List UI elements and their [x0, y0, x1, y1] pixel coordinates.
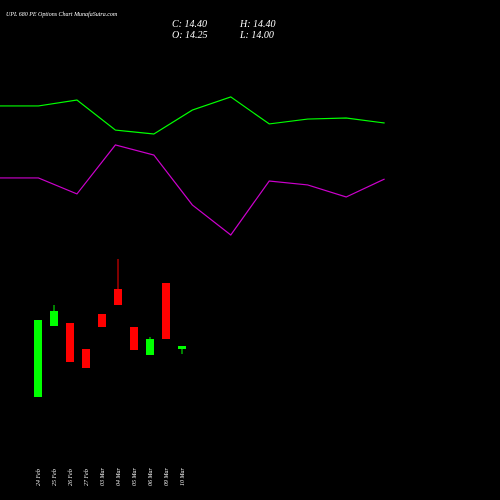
candle-body	[82, 349, 90, 368]
x-tick-label: 05 Mar	[132, 468, 138, 486]
candle-body	[178, 346, 186, 349]
x-tick-label: 06 Mar	[148, 468, 154, 486]
x-tick-label: 03 Mar	[100, 468, 106, 486]
low-label: L: 14.00	[239, 30, 274, 41]
indicator-line	[0, 96, 385, 135]
x-tick-label: 10 Mar	[180, 468, 186, 486]
x-tick-label: 27 Feb	[84, 469, 90, 486]
chart-title: UPL 680 PE Options Chart MunafaSutra.com	[6, 11, 118, 18]
candle-body	[34, 320, 42, 397]
candle-body	[66, 323, 74, 362]
candle-body	[162, 283, 170, 339]
x-tick-label: 24 Feb	[35, 469, 42, 486]
x-tick-label: 09 Mar	[164, 468, 170, 486]
candle-body	[146, 339, 154, 355]
candle-body	[50, 311, 58, 326]
open-label: O: 14.25	[172, 30, 208, 41]
x-tick-label: 26 Feb	[68, 469, 74, 486]
candle-body	[114, 289, 122, 305]
candle-body	[130, 327, 138, 350]
close-label: C: 14.40	[172, 19, 207, 30]
high-label: H: 14.40	[239, 19, 276, 30]
candle-body	[98, 314, 106, 327]
indicator-line	[0, 144, 385, 236]
x-tick-label: 04 Mar	[115, 468, 122, 486]
x-tick-label: 25 Feb	[52, 469, 58, 486]
